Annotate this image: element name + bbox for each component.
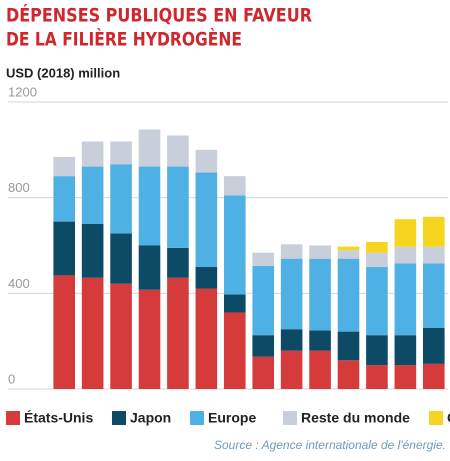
legend-swatch bbox=[190, 411, 204, 425]
bar-segment bbox=[110, 141, 132, 165]
bar-segment bbox=[195, 267, 218, 289]
bar-segment bbox=[81, 141, 104, 167]
bar-segment bbox=[252, 265, 275, 336]
bar-segment bbox=[81, 277, 104, 389]
bar-segment bbox=[110, 283, 132, 389]
bar-segment bbox=[53, 176, 76, 222]
bar-segment bbox=[167, 166, 189, 248]
bar-segment bbox=[394, 263, 417, 336]
bar-segment bbox=[110, 164, 132, 234]
legend-label: Reste du monde bbox=[301, 410, 410, 426]
bar-segment bbox=[422, 328, 445, 364]
legend-swatch bbox=[6, 411, 20, 425]
bar-segment bbox=[138, 166, 161, 246]
bar-segment bbox=[422, 363, 445, 389]
bar-segment bbox=[422, 246, 445, 264]
bar-segment bbox=[81, 166, 104, 224]
y-tick-label: 800 bbox=[8, 180, 30, 195]
bar-segment bbox=[337, 250, 360, 259]
legend-label: États-Unis bbox=[24, 410, 93, 426]
bar-segment bbox=[280, 350, 303, 389]
legend-swatch bbox=[283, 411, 297, 425]
bar-segment bbox=[195, 149, 218, 173]
source: Source : Agence internationale de l'éner… bbox=[214, 438, 446, 452]
bar-segment bbox=[195, 172, 218, 268]
bar-segment bbox=[252, 356, 275, 389]
y-tick-label: 0 bbox=[8, 371, 15, 386]
bar-segment bbox=[366, 335, 388, 366]
bar-segment bbox=[337, 258, 360, 332]
bar-segment bbox=[280, 244, 303, 259]
bar-segment bbox=[110, 233, 132, 284]
bar-segment bbox=[366, 252, 388, 268]
bar-segment bbox=[167, 247, 189, 278]
bar-segment bbox=[53, 157, 76, 177]
bar-segment bbox=[394, 219, 417, 247]
bar-segment bbox=[223, 176, 246, 196]
bar-segment bbox=[337, 246, 360, 251]
chart-title: DÉPENSES PUBLIQUES EN FAVEUR bbox=[6, 4, 312, 27]
y-tick-label: 1200 bbox=[8, 84, 37, 99]
legend-swatch bbox=[429, 411, 443, 425]
bar-segment bbox=[53, 275, 76, 389]
bar-segment bbox=[309, 258, 331, 331]
bar-segment bbox=[366, 241, 388, 253]
bar-segment bbox=[167, 277, 189, 389]
bar-segment bbox=[366, 267, 388, 336]
bar-segment bbox=[394, 246, 417, 264]
subtitle: USD (2018) million bbox=[6, 65, 120, 80]
legend-label: Japon bbox=[130, 410, 171, 426]
chart-title: DE LA FILIÈRE HYDROGÈNE bbox=[6, 28, 242, 51]
bar-segment bbox=[195, 288, 218, 389]
bar-segment bbox=[252, 252, 275, 266]
bar-segment bbox=[366, 365, 388, 389]
bar-segment bbox=[81, 223, 104, 278]
bar-segment bbox=[223, 195, 246, 295]
bar-segment bbox=[280, 258, 303, 330]
bar-segment bbox=[280, 329, 303, 351]
bar-segment bbox=[394, 365, 417, 389]
bar-segment bbox=[337, 360, 360, 389]
bar-segment bbox=[337, 331, 360, 361]
bar-segment bbox=[138, 245, 161, 290]
legend-label: Chine bbox=[447, 410, 450, 426]
bar-segment bbox=[252, 335, 275, 357]
legend-label: Europe bbox=[208, 410, 256, 426]
bar-segment bbox=[223, 312, 246, 389]
bar-segment bbox=[223, 294, 246, 313]
bar-segment bbox=[138, 129, 161, 167]
bar-segment bbox=[309, 330, 331, 351]
bar-segment bbox=[53, 221, 76, 276]
bar-segment bbox=[309, 350, 331, 389]
bar-segment bbox=[394, 335, 417, 366]
bar-segment bbox=[309, 245, 331, 259]
y-tick-label: 400 bbox=[8, 276, 30, 291]
bar-segment bbox=[167, 135, 189, 167]
bar-segment bbox=[138, 289, 161, 389]
bar-segment bbox=[422, 216, 445, 247]
legend-swatch bbox=[112, 411, 126, 425]
bar-segment bbox=[422, 263, 445, 329]
